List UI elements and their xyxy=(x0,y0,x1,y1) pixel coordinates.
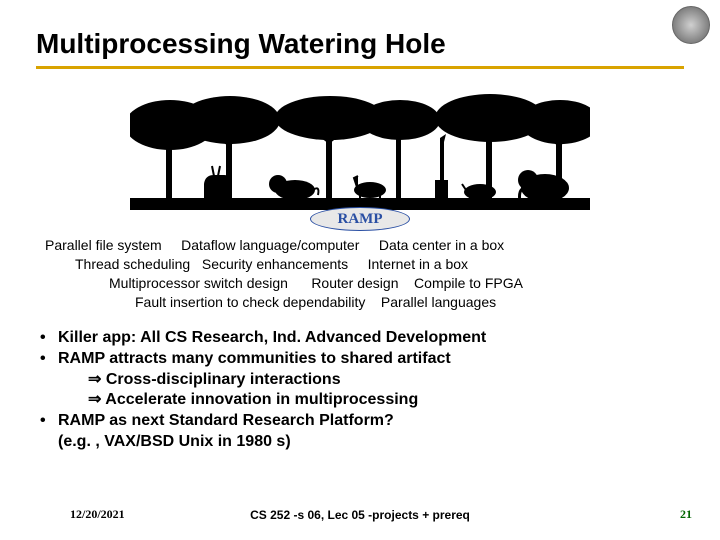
topic: Internet in a box xyxy=(368,256,468,272)
slide-title: Multiprocessing Watering Hole xyxy=(36,28,446,60)
bullet-text: RAMP as next Standard Research Platform? xyxy=(58,411,394,432)
topic: Dataflow language/computer xyxy=(181,237,359,253)
footer-course: CS 252 -s 06, Lec 05 -projects + prereq xyxy=(250,508,470,522)
topic: Fault insertion to check dependability xyxy=(135,294,365,310)
topic: Router design xyxy=(311,275,398,291)
topic: Multiprocessor switch design xyxy=(109,275,288,291)
topic: Security enhancements xyxy=(202,256,348,272)
footer-page: 21 xyxy=(680,507,692,522)
bullet-sub: ⇒ Cross-disciplinary interactions xyxy=(40,370,680,391)
footer: 12/20/2021 CS 252 -s 06, Lec 05 -project… xyxy=(0,507,720,522)
topics-block: Parallel file system Dataflow language/c… xyxy=(45,236,675,312)
bullet-list: • Killer app: All CS Research, Ind. Adva… xyxy=(40,328,680,453)
bullet-dot: • xyxy=(40,328,58,349)
topic: Parallel file system xyxy=(45,237,162,253)
topic: Data center in a box xyxy=(379,237,504,253)
watering-hole-illustration xyxy=(130,90,590,210)
ramp-badge: RAMP xyxy=(310,207,410,231)
topic: Compile to FPGA xyxy=(414,275,523,291)
bullet-dot: • xyxy=(40,349,58,370)
bullet-text: RAMP attracts many communities to shared… xyxy=(58,349,451,370)
footer-date: 12/20/2021 xyxy=(70,507,125,522)
bullet-text: (e.g. , VAX/BSD Unix in 1980 s) xyxy=(40,432,680,453)
bullet-text: Killer app: All CS Research, Ind. Advanc… xyxy=(58,328,486,349)
bullet-sub: ⇒ Accelerate innovation in multiprocessi… xyxy=(40,390,680,411)
seal-icon xyxy=(672,6,710,44)
topic: Thread scheduling xyxy=(75,256,190,272)
ramp-label: RAMP xyxy=(338,211,383,228)
title-underline xyxy=(36,66,684,69)
bullet-dot: • xyxy=(40,411,58,432)
topic: Parallel languages xyxy=(381,294,496,310)
